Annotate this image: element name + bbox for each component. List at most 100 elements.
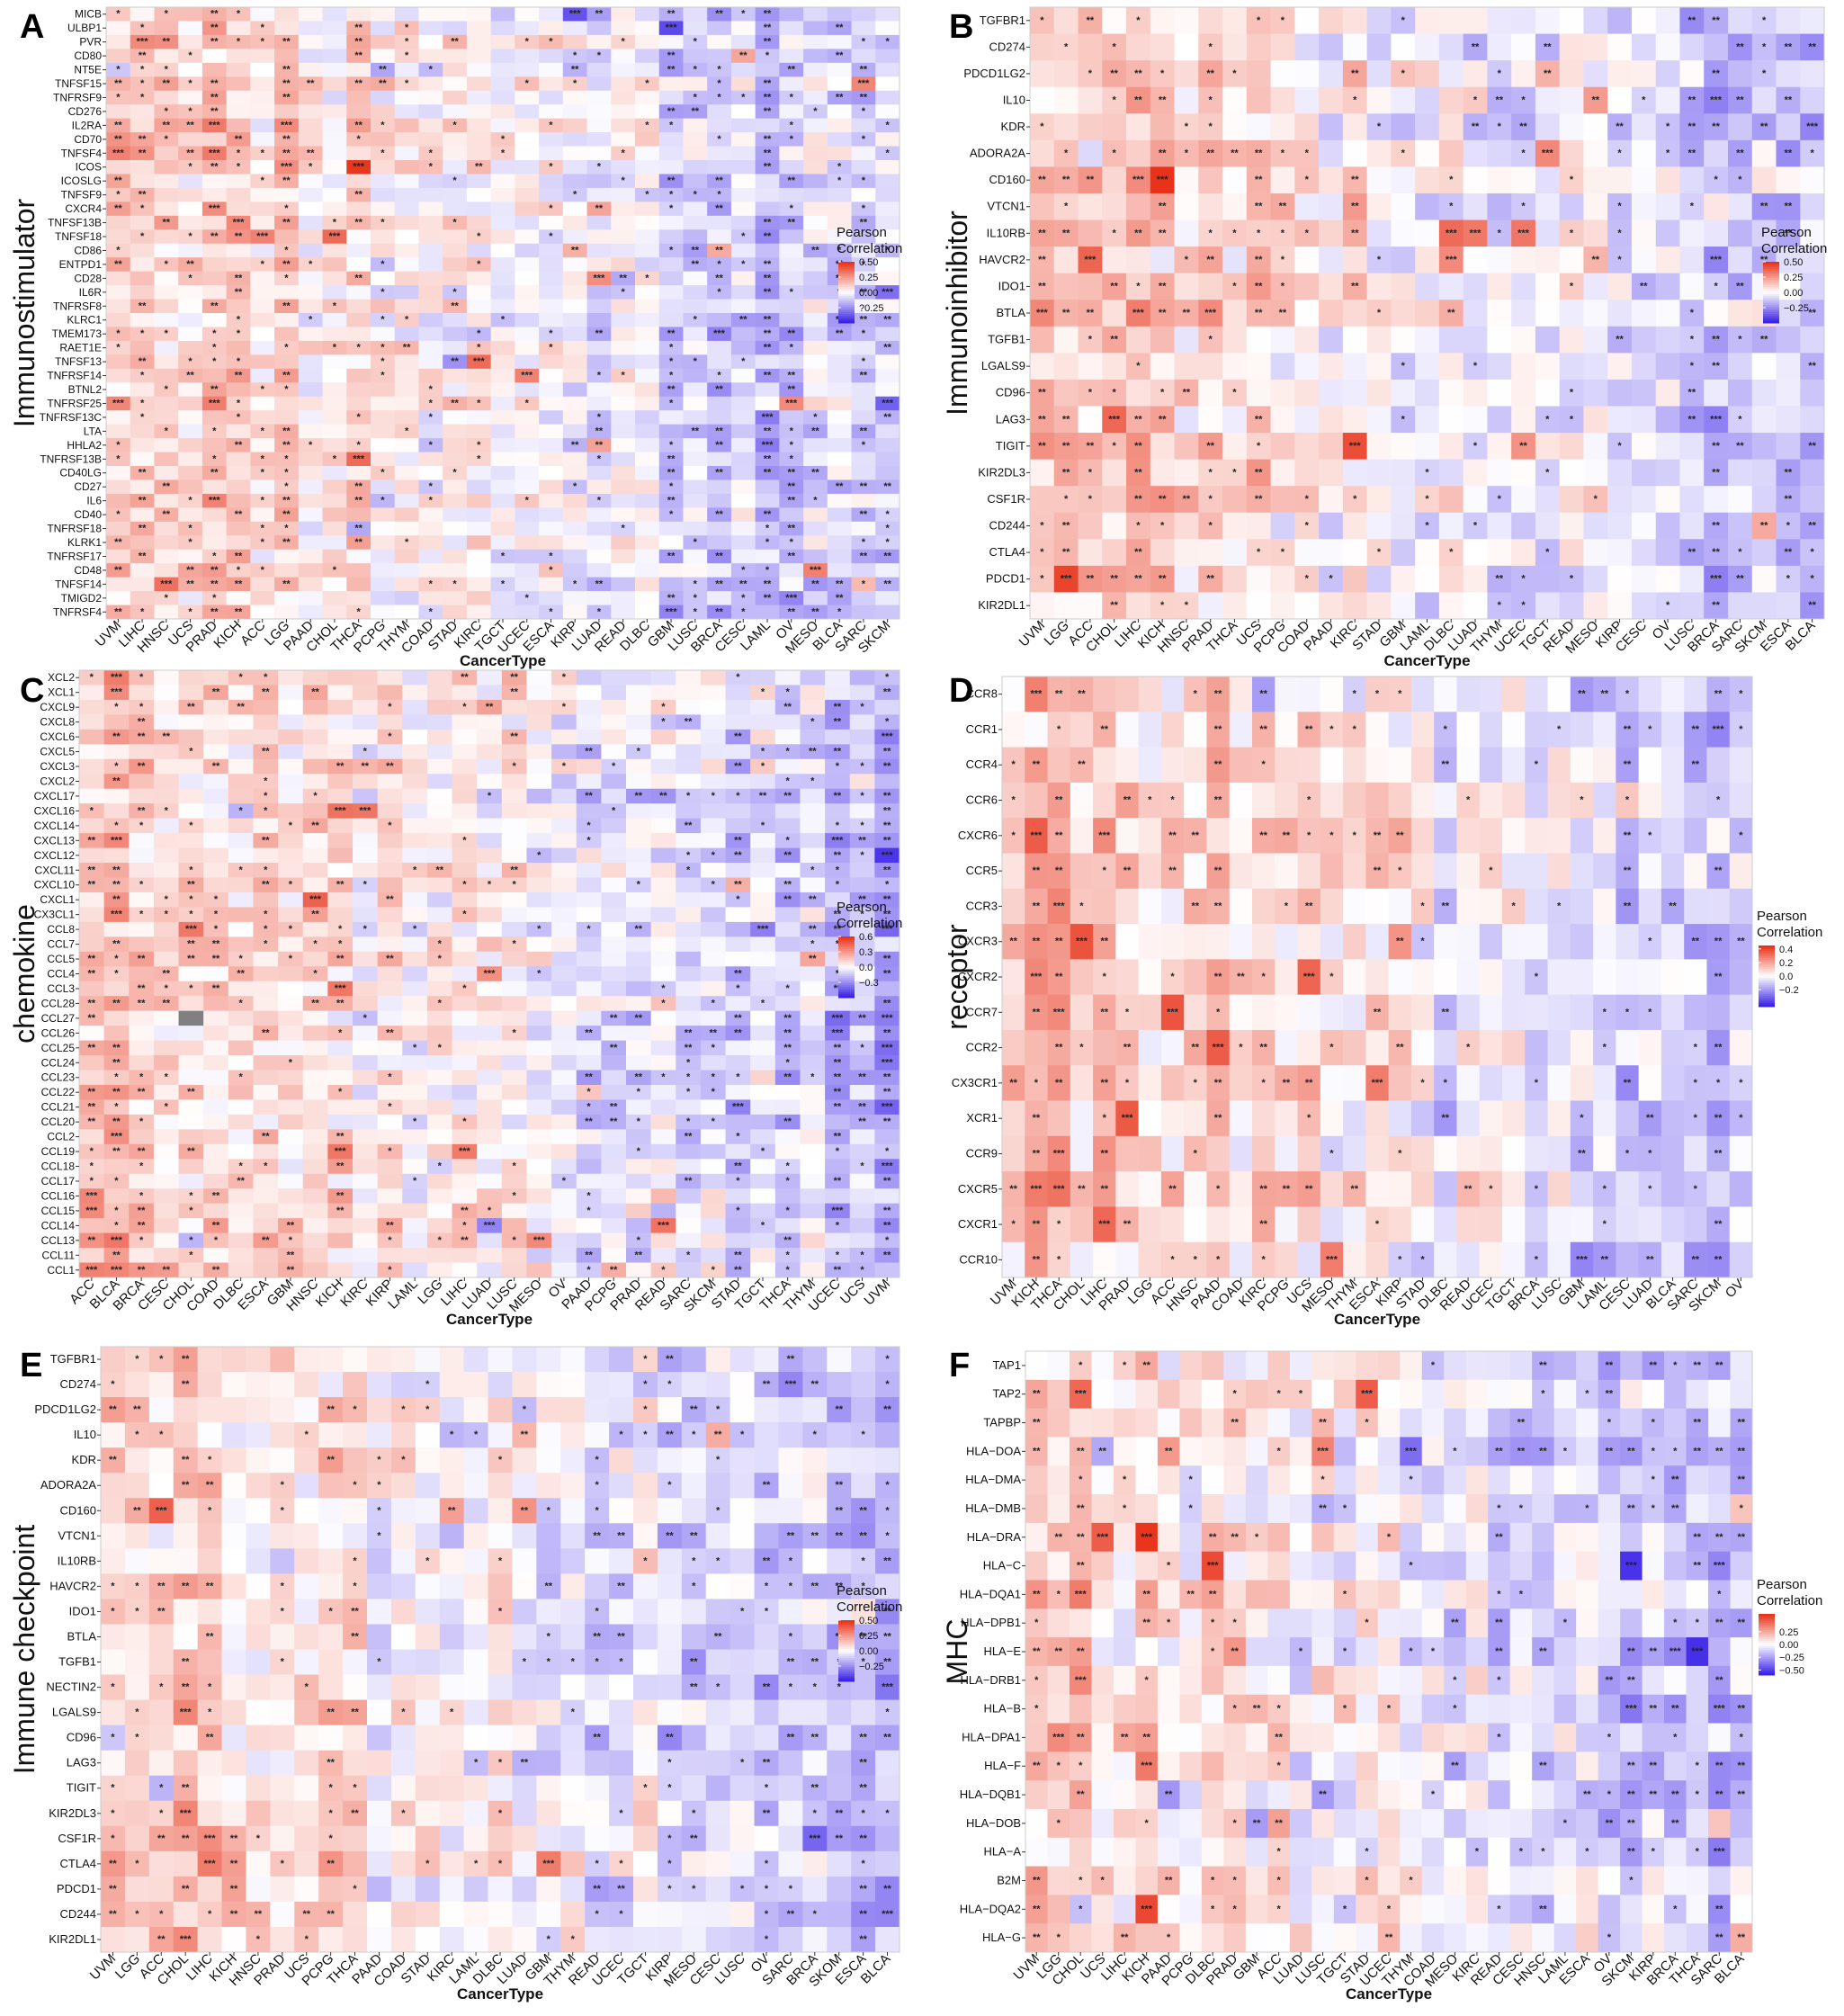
heatmap-cell <box>377 996 403 1012</box>
heatmap-cell <box>586 479 612 495</box>
heatmap-cell <box>875 382 900 398</box>
heatmap-cell <box>490 452 515 467</box>
heatmap-cell <box>228 758 254 775</box>
significance-mark: * <box>790 134 794 145</box>
heatmap-cell <box>178 7 203 22</box>
significance-mark: ** <box>764 92 772 103</box>
heatmap-cell <box>1607 512 1633 540</box>
significance-mark: * <box>140 203 145 214</box>
heatmap-cell <box>576 907 602 923</box>
significance-mark: * <box>1377 121 1382 132</box>
heatmap-cell <box>274 410 300 426</box>
heatmap-cell <box>700 907 726 923</box>
significance-mark: * <box>525 496 530 506</box>
heatmap-cell <box>250 327 275 342</box>
heatmap-cell <box>611 382 636 398</box>
heatmap-cell <box>1102 512 1127 540</box>
significance-mark: * <box>694 65 698 76</box>
heatmap-cell <box>1511 33 1536 61</box>
significance-mark: *** <box>209 398 221 408</box>
significance-mark: * <box>1521 574 1526 585</box>
significance-mark: ** <box>595 578 604 589</box>
heatmap-cell <box>755 34 780 49</box>
heatmap-cell <box>730 368 756 383</box>
significance-mark: * <box>264 865 268 875</box>
significance-mark: *** <box>484 1220 497 1231</box>
significance-mark: ** <box>1110 600 1118 611</box>
significance-mark: ** <box>138 983 146 994</box>
significance-mark: * <box>661 983 666 994</box>
heatmap-cell <box>477 936 503 953</box>
heatmap-cell <box>501 818 527 834</box>
heatmap-cell <box>477 981 503 997</box>
significance-mark: ** <box>1688 414 1696 425</box>
heatmap-cell <box>1438 512 1464 540</box>
heatmap-cell <box>800 1203 826 1219</box>
significance-mark: * <box>810 1072 815 1083</box>
heatmap-cell <box>377 803 403 820</box>
heatmap-cell <box>676 833 702 848</box>
heatmap-cell <box>827 382 852 398</box>
significance-mark: * <box>405 426 409 436</box>
heatmap-cell <box>551 803 577 820</box>
heatmap-cell <box>418 299 443 314</box>
heatmap-cell <box>707 410 732 426</box>
heatmap-cell <box>827 424 852 439</box>
heatmap-cell <box>611 49 636 64</box>
heatmap-cell <box>371 34 396 49</box>
heatmap-cell <box>1776 353 1801 381</box>
heatmap-cell <box>800 758 826 775</box>
heatmap-cell <box>1511 539 1536 567</box>
significance-mark: * <box>621 287 625 298</box>
heatmap-cell <box>353 685 379 701</box>
heatmap-cell <box>827 49 852 64</box>
significance-mark: * <box>388 1146 392 1157</box>
heatmap-cell <box>875 7 900 22</box>
significance-mark: * <box>1738 547 1742 558</box>
significance-mark: ** <box>88 865 96 875</box>
heatmap-cell <box>730 299 756 314</box>
heatmap-cell <box>394 368 419 383</box>
row-label: TNFRSF4 <box>53 605 102 618</box>
heatmap-cell <box>1704 139 1729 167</box>
heatmap-cell <box>501 1010 527 1026</box>
significance-mark: ** <box>764 37 772 48</box>
heatmap-cell <box>394 299 419 314</box>
heatmap-cell <box>601 1026 627 1041</box>
heatmap-cell <box>576 877 602 893</box>
heatmap-cell <box>1583 459 1608 487</box>
heatmap-cell <box>755 62 780 77</box>
heatmap-cell <box>278 1010 304 1026</box>
significance-mark: ** <box>139 551 147 561</box>
heatmap-cell <box>635 410 660 426</box>
heatmap-cell <box>576 670 602 685</box>
heatmap-cell <box>626 966 652 982</box>
significance-mark: * <box>1185 255 1189 265</box>
significance-mark: * <box>862 578 866 589</box>
significance-mark: * <box>140 606 145 617</box>
row-label: IL6R <box>79 286 103 299</box>
heatmap-cell <box>418 132 443 147</box>
heatmap-cell <box>650 729 676 745</box>
heatmap-cell <box>1150 33 1175 61</box>
significance-mark: * <box>309 259 313 270</box>
significance-mark: *** <box>111 687 123 698</box>
heatmap-cell <box>1511 512 1536 540</box>
row-label: KLRC1 <box>67 314 102 327</box>
significance-mark: * <box>140 22 145 33</box>
heatmap-cell <box>130 243 155 258</box>
significance-mark: ** <box>212 1190 220 1201</box>
significance-mark: * <box>356 134 361 145</box>
heatmap-cell <box>466 466 492 480</box>
significance-mark: ** <box>114 606 122 617</box>
heatmap-cell <box>551 685 577 701</box>
heatmap-cell <box>253 714 279 730</box>
heatmap-cell <box>250 90 275 105</box>
heatmap-cell <box>490 160 515 175</box>
significance-mark: ** <box>571 440 579 451</box>
heatmap-cell <box>601 966 627 982</box>
significance-mark: ** <box>138 1205 146 1216</box>
significance-mark: ** <box>186 565 194 576</box>
heatmap-cell <box>250 104 275 120</box>
heatmap-cell <box>800 803 826 820</box>
